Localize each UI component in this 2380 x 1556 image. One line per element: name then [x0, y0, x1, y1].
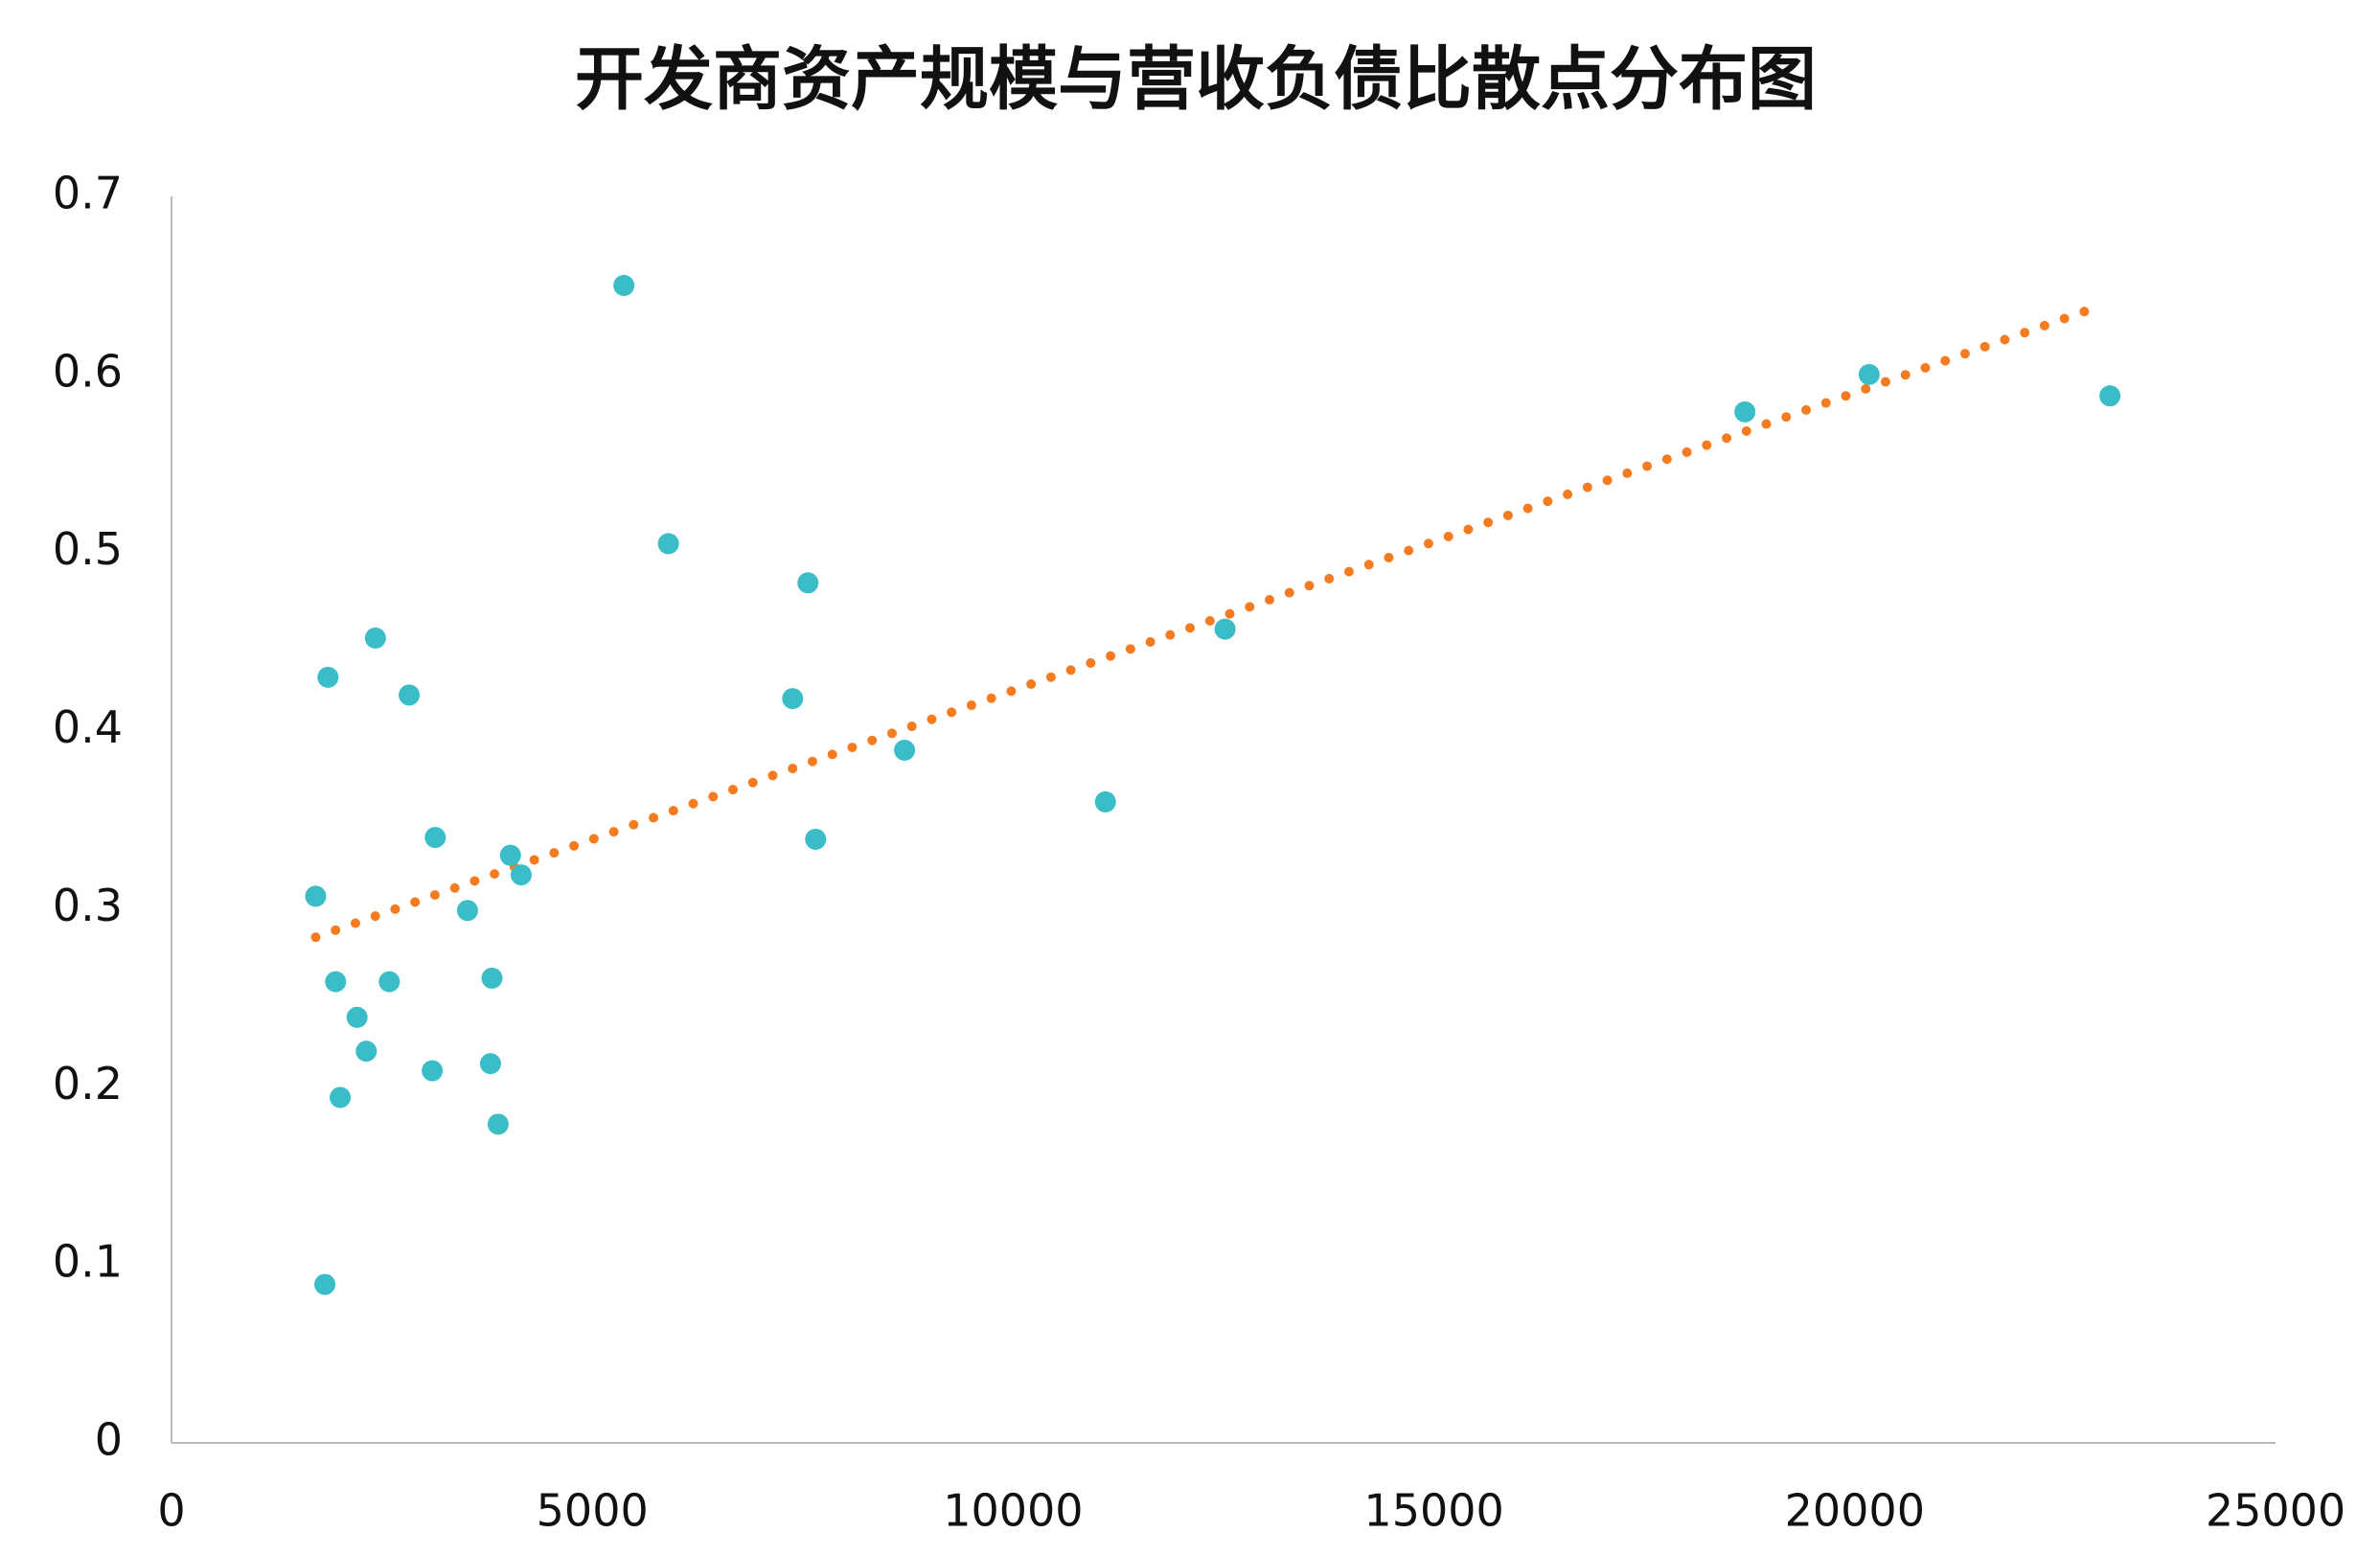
- scatter-point: [317, 666, 339, 688]
- scatter-point: [1734, 400, 1756, 423]
- scatter-point: [1858, 363, 1880, 385]
- scatter-point: [797, 572, 819, 594]
- scatter-point: [378, 971, 400, 993]
- x-tick-label: 5000: [537, 1485, 649, 1537]
- y-tick-label: 0: [95, 1414, 123, 1466]
- scatter-point: [305, 885, 327, 907]
- scatter-point: [510, 864, 532, 886]
- scatter-point: [481, 967, 503, 989]
- scatter-point: [456, 900, 478, 922]
- y-tick-label: 0.7: [53, 168, 123, 219]
- scatter-point: [330, 1087, 352, 1109]
- scatter-point: [424, 827, 446, 849]
- y-tick-label: 0.2: [53, 1058, 123, 1110]
- scatter-point: [1094, 790, 1116, 812]
- x-tick-label: 20000: [1785, 1485, 1925, 1537]
- x-tick-label: 0: [157, 1485, 185, 1537]
- trendline: [310, 302, 2103, 943]
- scatter-point: [355, 1041, 378, 1063]
- y-tick-label: 0.4: [53, 701, 123, 753]
- y-tick-label: 0.6: [53, 345, 123, 397]
- chart-title: 开发商资产规模与营收负债比散点分布图: [575, 39, 1817, 120]
- scatter-point: [894, 740, 916, 762]
- y-tick-label: 0.1: [53, 1236, 123, 1288]
- scatter-point: [364, 627, 386, 649]
- scatter-point: [499, 844, 521, 866]
- scatter-point: [314, 1273, 336, 1295]
- scatter-point: [487, 1113, 509, 1135]
- y-tick-label: 0.5: [53, 523, 123, 575]
- scatter-point: [613, 274, 635, 296]
- scatter-point: [346, 1006, 368, 1028]
- scatter-point: [782, 688, 804, 710]
- scatter-point: [399, 684, 421, 706]
- scatter-point: [422, 1060, 444, 1082]
- scatter-point: [479, 1053, 501, 1075]
- y-tick-label: 0.3: [53, 880, 123, 931]
- scatter-point: [657, 533, 679, 555]
- x-tick-label: 10000: [943, 1485, 1083, 1537]
- scatter-point: [805, 828, 827, 850]
- x-tick-label: 15000: [1363, 1485, 1503, 1537]
- scatter-point: [325, 971, 347, 993]
- scatter-point: [1214, 618, 1236, 640]
- scatter-point: [2099, 385, 2121, 407]
- x-tick-label: 25000: [2206, 1485, 2346, 1537]
